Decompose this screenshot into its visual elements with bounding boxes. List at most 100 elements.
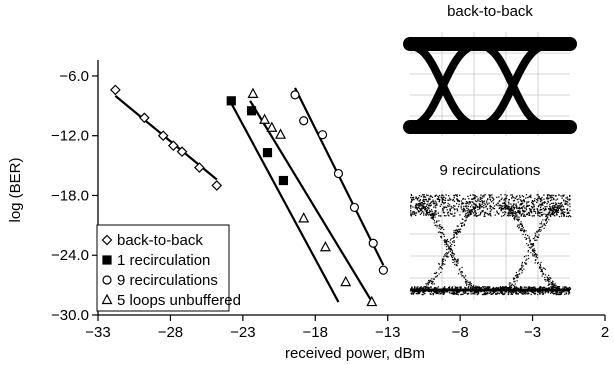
eye-noise-dot [479,200,482,203]
eye-noise-dot [567,287,570,289]
eye-noise-dot [555,210,558,213]
eye-noise-dot [539,215,541,218]
eye-noise-dot [471,198,473,200]
eye-noise-dot [491,194,493,196]
eye-noise-dot [549,209,552,212]
eye-noise-dot [455,260,458,262]
eye-noise-dot [442,194,444,197]
eye-noise-dot [546,221,548,223]
eye-noise-dot [519,291,522,293]
eye-noise-dot [421,207,423,209]
eye-noise-dot [488,292,491,294]
eye-noise-dot [456,259,458,261]
eye-noise-dot [519,286,522,288]
eye-noise-dot [551,199,553,201]
eye-noise-dot [517,211,519,214]
eye-noise-dot [478,203,480,205]
eye-noise-dot [561,209,563,211]
eye-noise-dot [548,278,550,281]
eye-noise-dot [504,287,506,289]
eye-noise-dot [451,256,453,258]
eye-noise-dot [462,275,464,277]
eye-noise-dot [505,291,507,293]
eye-noise-dot [516,274,518,276]
eye-noise-dot [464,286,466,289]
eye-noise-dot [466,215,468,217]
eye-noise-dot [516,277,518,279]
eye-noise-dot [446,212,449,214]
eye-noise-dot [430,282,433,285]
eye-noise-dot [568,293,570,295]
eye-noise-dot [485,200,488,202]
eye-noise-dot [523,200,525,202]
eye-noise-dot [545,215,547,217]
eye-noise-dot [514,275,517,277]
eye-noise-dot [445,194,447,196]
eye-noise-dot [451,250,453,252]
eye-noise-dot [562,213,565,216]
eye-noise-dot [527,255,529,257]
eye-noise-dot [466,207,468,209]
eye-noise-dot [493,205,496,207]
eye-noise-dot [455,293,457,295]
eye-noise-dot [529,287,531,289]
eye-noise-dot [518,219,520,221]
eye-noise-dot [485,206,487,208]
eye-noise-dot [458,228,460,230]
eye-noise-dot [474,198,476,200]
eye-noise-dot [468,211,471,213]
eye-noise-dot [461,266,463,269]
eye-noise-dot [564,293,566,295]
eye-noise-dot [440,271,442,274]
eye-noise-dot [493,291,495,293]
eye-noise-dot [450,248,452,250]
eye-noise-dot [560,202,563,204]
eye-noise-dot [448,246,450,248]
eye-noise-dot [439,215,442,217]
eye-noise-dot [428,208,430,210]
eye-noise-dot [512,277,515,279]
eye-noise-dot [453,253,455,255]
eye-noise-dot [525,234,527,236]
eye-noise-dot [451,252,454,254]
eye-noise-dot [564,203,566,205]
eye-noise-dot [440,226,442,228]
eye-noise-dot [439,205,441,207]
eye-noise-dot [547,216,549,218]
eye-noise-dot [489,198,491,200]
eye-noise-dot [549,278,551,280]
eye-noise-dot [514,197,517,200]
eye-noise-dot [473,198,475,200]
eye-noise-dot [525,197,527,199]
eye-noise-dot [531,207,534,209]
eye-noise-dot [469,213,471,216]
eye-noise-dot [479,196,482,199]
eye-noise-dot [546,205,548,208]
eye-noise-dot [551,286,553,288]
eye-noise-dot [491,292,493,295]
eye-noise-dot [443,291,446,294]
eye-noise-dot [465,291,467,294]
eye-noise-dot [438,263,440,265]
eye-noise-dot [466,216,468,219]
eye-noise-dot [542,204,544,206]
eye-noise-dot [483,196,485,198]
data-point-back-to-back [211,180,223,191]
eye-noise-dot [471,208,474,211]
eye-noise-dot [542,292,544,295]
eye-noise-dot [456,230,458,232]
eye-noise-dot [518,212,521,215]
eye-noise-dot [435,213,437,215]
eye-noise-dot [410,292,412,295]
eye-noise-dot [525,238,527,241]
eye-noise-dot [547,278,549,280]
eye-noise-dot [470,285,473,287]
eye-noise-dot [540,221,543,223]
eye-noise-dot [521,203,523,205]
legend-marker-back-to-back [101,234,113,246]
eye-noise-dot [562,208,564,210]
eye-noise-dot [520,200,523,203]
eye-noise-dot [501,215,503,217]
eye-noise-dot [524,215,526,217]
eye-noise-dot [490,293,492,296]
